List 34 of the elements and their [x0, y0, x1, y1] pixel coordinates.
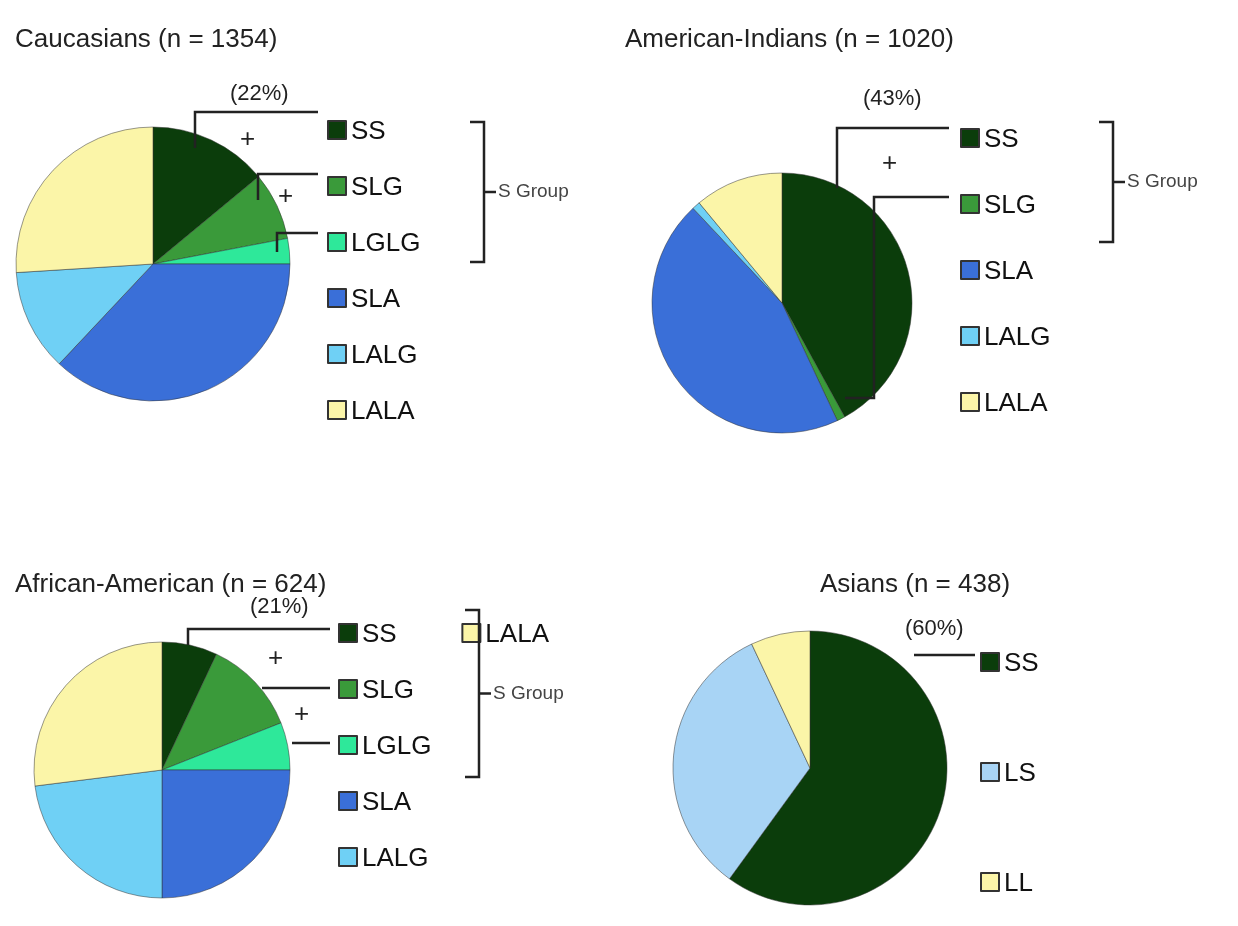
- legend-label: SS: [362, 618, 397, 648]
- text: +: [294, 698, 310, 728]
- text: S Group: [1127, 170, 1198, 191]
- text: (43%): [863, 84, 922, 110]
- text: (22%): [230, 79, 289, 105]
- text: +: [240, 123, 256, 153]
- legend-label: LALG: [984, 321, 1051, 351]
- legend-label: LALG: [351, 339, 418, 369]
- legend-label: SS: [1004, 647, 1039, 677]
- text: S Group: [493, 681, 564, 703]
- chart-title: American-Indians (n = 1020): [625, 23, 954, 53]
- legend-label: SLG: [984, 189, 1037, 219]
- legend-label: SLA: [362, 786, 412, 816]
- legend-label: SLA: [351, 283, 401, 313]
- text: S Group: [498, 180, 569, 201]
- legend-label: LGLG: [351, 227, 421, 257]
- legend-label: SLG: [362, 674, 415, 704]
- text: +: [278, 180, 294, 210]
- chart-title: Caucasians (n = 1354): [15, 23, 278, 53]
- legend-label: LALA: [984, 387, 1049, 417]
- legend-label: LL: [1004, 867, 1033, 897]
- legend-label: LS: [1004, 757, 1036, 787]
- legend-label: LALA: [351, 395, 416, 425]
- legend-label: LALA: [485, 618, 550, 648]
- legend-label: SLG: [351, 171, 404, 201]
- text: (60%): [905, 614, 964, 640]
- legend-label: LALG: [362, 842, 429, 872]
- legend-label: SS: [984, 123, 1019, 153]
- text: +: [268, 642, 284, 672]
- legend-label: LGLG: [362, 730, 432, 760]
- text: +: [882, 147, 898, 177]
- legend-label: SS: [351, 115, 386, 145]
- legend-label: SLA: [984, 255, 1034, 285]
- chart-title: Asians (n = 438): [820, 568, 1011, 598]
